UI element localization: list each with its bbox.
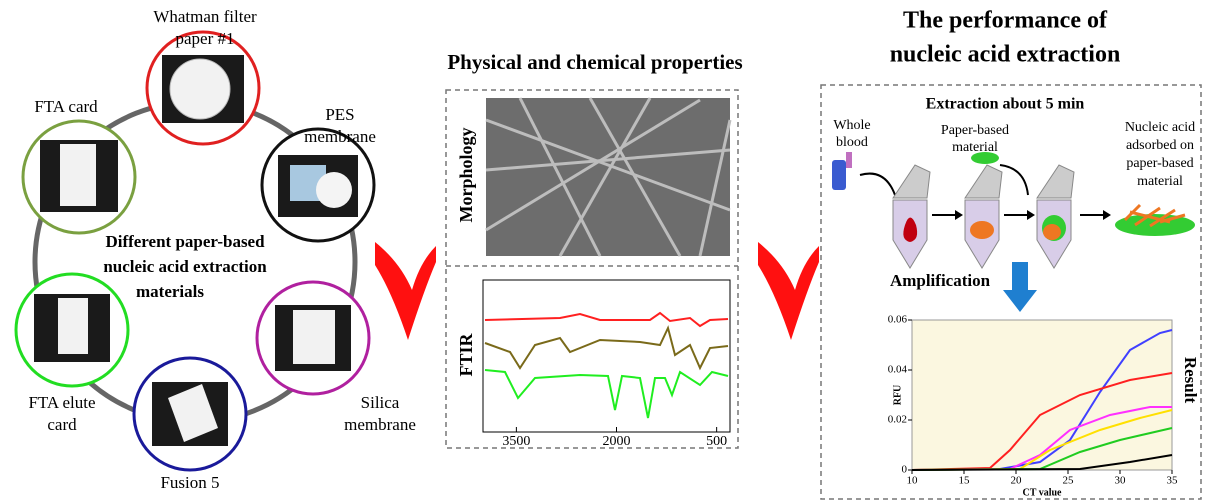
amplification: Amplification: [890, 271, 991, 290]
arrow: [375, 242, 436, 340]
material-label: Silica: [361, 393, 400, 412]
material-label: membrane: [304, 127, 376, 146]
material-label: paper #1: [175, 29, 234, 48]
graphical-abstract: Whatman filter paper #1 PES membrane Sil…: [0, 0, 1210, 501]
result-label: Result: [1181, 357, 1200, 404]
sem-image: [486, 98, 730, 256]
adsorbed: adsorbed on: [1126, 138, 1194, 153]
x-tick-label: 15: [959, 475, 971, 487]
adsorbed: Nucleic acid: [1125, 120, 1195, 135]
silica-sheet: [293, 310, 335, 364]
material-label: card: [47, 415, 77, 434]
material-label: membrane: [344, 415, 416, 434]
rfu-x-label: CT value: [1023, 487, 1063, 498]
membrane-disc: [316, 172, 352, 208]
paper-disc: [170, 59, 230, 119]
page: {"left": { "title_lines": ["Different pa…: [0, 0, 1210, 501]
x-tick-label: 500: [706, 434, 727, 449]
morphology-label: Morphology: [456, 127, 476, 222]
y-tick-label: 0.04: [888, 364, 908, 376]
material-label: Fusion 5: [160, 473, 219, 492]
x-tick-label: 35: [1167, 475, 1179, 487]
material-label: Whatman filter: [153, 7, 257, 26]
center-title: nucleic acid extraction: [103, 257, 267, 276]
material-label: PES: [325, 105, 354, 124]
x-tick-label: 20: [1011, 475, 1023, 487]
y-tick-label: 0.06: [888, 314, 908, 326]
rfu-y-label: RFU: [892, 385, 903, 406]
middle-title: Physical and chemical properties: [447, 50, 742, 74]
x-tick-label: 30: [1115, 475, 1127, 487]
step-title: Extraction about 5 min: [926, 96, 1085, 113]
adsorbed: material: [1137, 174, 1183, 189]
ftir-frame: [483, 280, 730, 432]
right-title: nucleic acid extraction: [890, 42, 1121, 68]
fta-card: [60, 144, 96, 206]
center-title: Different paper-based: [105, 232, 265, 251]
ftir-label: FTIR: [456, 333, 476, 377]
whole-blood: blood: [836, 135, 868, 150]
paper-material: Paper-based: [941, 123, 1009, 138]
x-tick-label: 2000: [603, 434, 631, 449]
whole-blood: Whole: [833, 118, 870, 133]
adsorbed: paper-based: [1126, 156, 1193, 171]
x-tick-label: 25: [1063, 475, 1075, 487]
y-tick-label: 0.02: [888, 414, 907, 426]
arrow: [758, 242, 819, 340]
material-label: FTA card: [34, 97, 98, 116]
right-title: The performance of: [903, 8, 1108, 34]
down-arrow: [1003, 262, 1037, 312]
rfu-plot: [912, 320, 1172, 470]
material-label: FTA elute: [28, 393, 95, 412]
y-tick-label: 0: [902, 464, 908, 476]
fta-elute-card: [58, 298, 88, 354]
x-tick-label: 10: [907, 475, 919, 487]
center-title: materials: [136, 282, 204, 301]
x-tick-label: 3500: [502, 434, 530, 449]
